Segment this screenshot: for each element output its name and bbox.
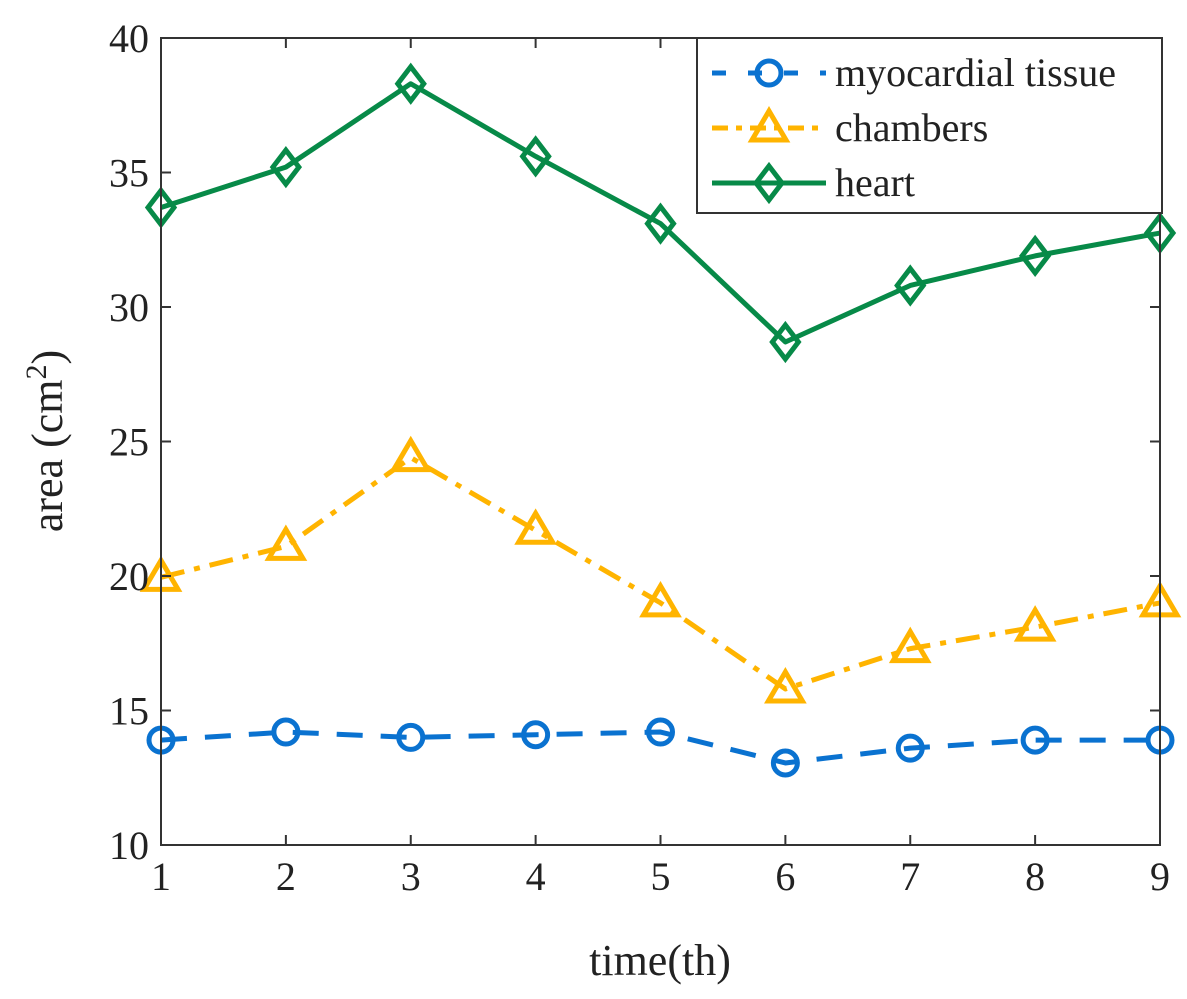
- series-line-chambers: [160, 455, 1161, 692]
- data-point-myocardial-tissue: [770, 748, 800, 778]
- data-point-chambers: [514, 508, 557, 545]
- data-point-myocardial-tissue: [1020, 725, 1050, 755]
- data-point-heart: [519, 135, 552, 178]
- legend: myocardial tissue chambers heart: [696, 37, 1163, 214]
- legend-label-heart: heart: [835, 160, 915, 205]
- x-tick-label: 5: [651, 854, 671, 899]
- x-tick-label: 1: [151, 854, 171, 899]
- x-tick-label: 9: [1150, 854, 1170, 899]
- x-tick-label: 7: [900, 854, 920, 899]
- data-point-heart: [644, 202, 677, 245]
- y-tick-label: 35: [109, 151, 149, 196]
- legend-label-myocardial-tissue: myocardial tissue: [835, 50, 1116, 95]
- y-axis-label: area (cm2): [20, 350, 72, 532]
- data-point-myocardial-tissue: [646, 717, 675, 747]
- x-tick-label: 3: [401, 854, 421, 899]
- data-point-heart: [269, 146, 303, 189]
- y-axis-label-superscript: 2: [20, 365, 53, 380]
- data-point-heart: [1018, 234, 1052, 278]
- legend-item-chambers: chambers: [712, 105, 988, 150]
- x-tick-label: 8: [1025, 854, 1045, 899]
- data-point-myocardial-tissue: [271, 717, 301, 747]
- data-point-chambers: [389, 435, 433, 473]
- x-tick-label: 2: [276, 854, 296, 899]
- series-heart: [144, 62, 1177, 364]
- data-point-myocardial-tissue: [521, 720, 551, 750]
- legend-marker-myocardial-tissue: [754, 58, 784, 88]
- legend-marker-heart: [752, 161, 786, 205]
- legend-item-heart: heart: [712, 160, 915, 205]
- legend-label-chambers: chambers: [835, 105, 988, 150]
- legend-marker-chambers: [747, 106, 791, 143]
- data-point-chambers: [1013, 605, 1057, 642]
- data-point-chambers: [888, 626, 932, 664]
- data-point-heart: [394, 62, 427, 105]
- y-tick-label: 25: [109, 420, 149, 465]
- y-tick-label: 15: [109, 689, 149, 734]
- data-point-heart: [769, 320, 802, 364]
- data-point-myocardial-tissue: [895, 733, 925, 763]
- y-tick-label: 10: [109, 823, 149, 868]
- series-line-heart: [160, 81, 1161, 345]
- x-tick-label: 4: [526, 854, 546, 899]
- x-axis-label: time(th): [589, 936, 731, 985]
- series-chambers: [139, 435, 1182, 704]
- y-tick-label: 20: [109, 554, 149, 599]
- data-point-heart: [894, 264, 927, 307]
- y-tick-label: 40: [109, 16, 149, 61]
- data-point-chambers: [639, 580, 682, 618]
- legend-item-myocardial-tissue: myocardial tissue: [712, 50, 1116, 95]
- data-point-chambers: [764, 667, 807, 704]
- x-tick-label: 6: [775, 854, 795, 899]
- series-myocardial-tissue: [146, 717, 1175, 778]
- axis-ticks: 1 2 3 4 5 6 7 8 9 10 15 20 25 30 35 40: [109, 16, 1170, 899]
- data-point-chambers: [264, 524, 308, 561]
- series-line-myocardial-tissue: [160, 729, 1160, 766]
- data-point-myocardial-tissue: [396, 722, 426, 752]
- y-tick-label: 30: [109, 285, 149, 330]
